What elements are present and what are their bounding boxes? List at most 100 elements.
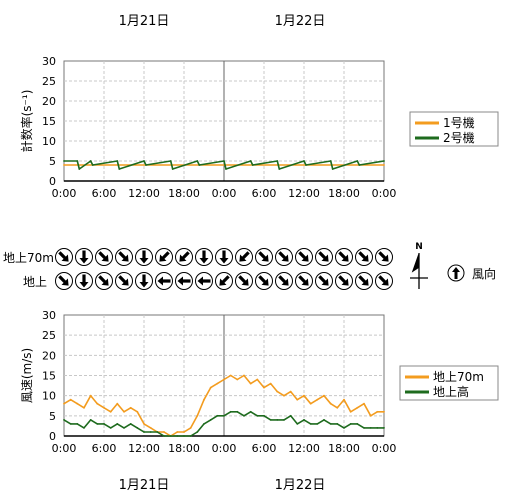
series-point-0 [143, 423, 145, 425]
series-point-1 [169, 160, 172, 162]
legend-label: 1号機 [443, 115, 475, 130]
y-tick-label: 0 [49, 175, 56, 188]
series-point-1 [69, 423, 72, 425]
series-point-0 [229, 374, 232, 377]
wind-direction-panel: 地上70m 地上 N 風向 [3, 242, 496, 290]
series-point-1 [269, 419, 272, 421]
legend-arrow-icon [447, 264, 465, 282]
series-point-0 [136, 410, 139, 413]
arrow-shape [179, 251, 190, 262]
series-point-1 [196, 160, 199, 162]
wind-arrow-icon [335, 248, 353, 266]
series-point-1 [276, 419, 279, 421]
arrow-shape [358, 275, 369, 286]
series-point-1 [143, 431, 145, 433]
series-point-1 [305, 164, 307, 166]
series-point-1 [323, 419, 325, 421]
series-point-1 [83, 427, 85, 429]
y-tick-label: 20 [42, 95, 56, 108]
series-point-1 [356, 160, 359, 162]
wind-arrow-icon [55, 248, 73, 266]
series-point-1 [136, 427, 139, 429]
series-point-0 [103, 406, 105, 409]
series-point-0 [176, 431, 179, 433]
wind-direction-legend-label: 風向 [472, 266, 496, 281]
series-point-1 [296, 423, 299, 425]
series-point-1 [356, 423, 359, 425]
arrow-shape [358, 251, 369, 262]
y-tick-label: 15 [42, 115, 56, 128]
series-point-1 [203, 423, 205, 425]
direction-row-ground [55, 272, 393, 290]
series-point-1 [109, 427, 112, 429]
series-point-1 [216, 414, 219, 417]
arrow-shape [58, 251, 69, 262]
wind-arrow-icon [115, 248, 133, 266]
series-point-1 [183, 435, 185, 437]
series-point-0 [323, 394, 325, 397]
series-point-1 [376, 427, 379, 429]
series-point-1 [103, 423, 105, 425]
y-axis-label: 風速(m/s) [20, 348, 34, 403]
direction-row-label-70m: 地上70m [3, 251, 54, 265]
series-point-1 [198, 164, 201, 166]
date-label-bottom-2: 1月22日 [275, 478, 326, 493]
wind-arrow-icon [95, 272, 113, 290]
y-tick-label: 5 [49, 155, 56, 168]
series-point-0 [149, 427, 152, 429]
x-tick-label: 6:00 [252, 442, 277, 455]
arrow-shape [278, 251, 289, 262]
series-point-1 [358, 164, 361, 166]
series-point-1 [363, 427, 365, 429]
series-point-1 [309, 423, 312, 425]
arrow-shape [118, 275, 129, 286]
series-point-0 [89, 394, 92, 397]
series-point-1 [263, 414, 265, 417]
series-point-1 [143, 160, 145, 162]
series-point-0 [256, 378, 259, 381]
arrow-shape [298, 275, 309, 286]
x-tick-label: 12:00 [288, 442, 320, 455]
arrow-shape [318, 251, 329, 262]
legend-box [399, 365, 499, 401]
wind-arrow-icon [215, 272, 233, 290]
wind-arrow-icon [195, 272, 213, 290]
x-tick-label: 6:00 [92, 187, 117, 200]
wind-arrow-icon [235, 272, 253, 290]
arrow-shape [258, 251, 269, 262]
north-arrow-icon [410, 253, 428, 289]
series-point-0 [276, 390, 279, 393]
series-point-0 [163, 431, 165, 433]
wind-arrow-icon [295, 272, 313, 290]
wind-arrow-icon [215, 248, 233, 266]
series-point-1 [303, 160, 305, 162]
series-point-1 [209, 419, 212, 421]
series-point-0 [183, 431, 185, 433]
x-tick-label: 0:00 [372, 442, 397, 455]
north-indicator: N [410, 242, 428, 289]
series-point-0 [356, 406, 359, 409]
wind-arrow-icon [55, 272, 73, 290]
arrow-shape [79, 274, 89, 288]
series-point-0 [83, 406, 85, 409]
series-point-0 [63, 164, 65, 166]
series-point-0 [209, 386, 212, 389]
series-point-0 [296, 398, 299, 401]
wind-arrow-icon [315, 272, 333, 290]
direction-row-label-ground: 地上 [23, 275, 47, 289]
series-point-1 [276, 160, 279, 162]
arrow-shape [219, 250, 229, 264]
y-tick-label: 0 [49, 430, 56, 443]
series-point-0 [336, 406, 339, 409]
wind-arrow-icon [175, 272, 193, 290]
x-tick-label: 12:00 [128, 187, 160, 200]
wind-arrow-icon [135, 248, 153, 266]
wind-arrow-icon [255, 248, 273, 266]
series-point-1 [118, 168, 121, 170]
series-point-0 [283, 394, 285, 397]
series-point-1 [171, 168, 174, 170]
wind-arrow-icon [115, 272, 133, 290]
series-point-0 [96, 402, 99, 405]
legend-label: 2号機 [443, 130, 475, 145]
